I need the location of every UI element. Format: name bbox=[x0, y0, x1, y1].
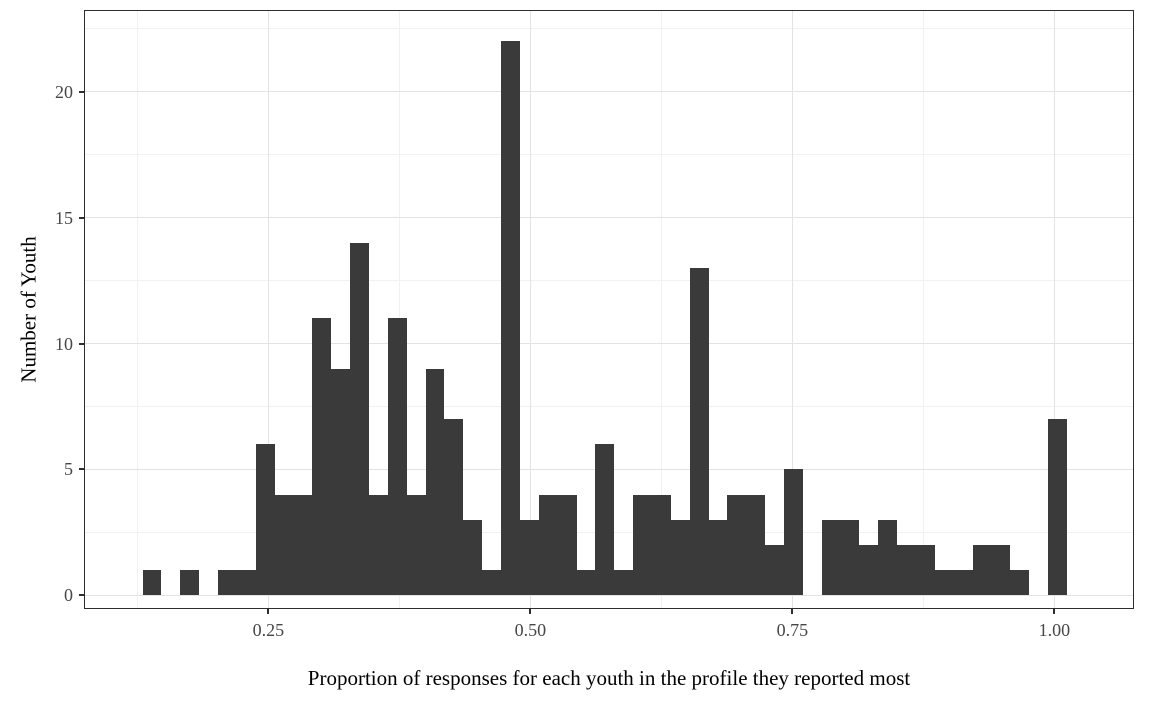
y-axis-title: Number of Youth bbox=[16, 236, 41, 383]
histogram-bar bbox=[463, 519, 483, 596]
x-tick-label: 0.25 bbox=[252, 620, 285, 640]
histogram-bar bbox=[708, 519, 728, 596]
histogram-bar bbox=[482, 570, 502, 596]
histogram-bar bbox=[576, 570, 596, 596]
histogram-bar bbox=[1010, 570, 1030, 596]
histogram-bar bbox=[180, 570, 200, 596]
x-tick-mark bbox=[529, 609, 532, 614]
histogram-bar bbox=[633, 494, 652, 596]
histogram-bar bbox=[538, 494, 558, 596]
histogram-bar bbox=[897, 545, 917, 596]
grid-minor-line bbox=[398, 11, 400, 608]
grid-major-line bbox=[791, 11, 793, 608]
grid-major-line bbox=[85, 91, 1133, 93]
grid-minor-line bbox=[922, 11, 924, 608]
histogram-bar bbox=[991, 545, 1011, 596]
histogram-bar bbox=[331, 368, 351, 596]
histogram-bar bbox=[142, 570, 162, 596]
histogram-bar bbox=[972, 545, 992, 596]
histogram-bar bbox=[670, 519, 690, 596]
histogram-bar bbox=[293, 494, 313, 596]
histogram-bar bbox=[519, 519, 539, 596]
histogram-bar bbox=[595, 444, 615, 596]
histogram-bar bbox=[218, 570, 237, 596]
histogram-bar bbox=[312, 318, 332, 596]
histogram-bar bbox=[934, 570, 954, 596]
histogram-bar bbox=[444, 419, 464, 596]
grid-major-line bbox=[529, 11, 531, 608]
histogram-bar bbox=[425, 368, 445, 596]
histogram-bar bbox=[236, 570, 256, 596]
x-tick-mark bbox=[267, 609, 270, 614]
grid-major-line bbox=[1053, 11, 1055, 608]
x-tick-mark bbox=[1053, 609, 1056, 614]
grid-major-line bbox=[85, 594, 1133, 596]
histogram-bar bbox=[369, 494, 388, 596]
x-tick-label: 1.00 bbox=[1038, 620, 1071, 640]
histogram-bar bbox=[350, 242, 369, 596]
histogram-bar bbox=[387, 318, 407, 596]
histogram-bar bbox=[255, 444, 275, 596]
histogram-bar bbox=[765, 545, 784, 596]
x-tick-label: 0.75 bbox=[776, 620, 809, 640]
x-tick-label: 0.50 bbox=[514, 620, 547, 640]
plot-panel bbox=[84, 10, 1134, 609]
histogram-bar bbox=[1048, 419, 1067, 596]
histogram-bar bbox=[916, 545, 935, 596]
histogram-bar bbox=[821, 519, 841, 596]
grid-minor-line bbox=[136, 11, 138, 608]
histogram-bar bbox=[501, 41, 520, 596]
grid-minor-line bbox=[85, 28, 1133, 30]
histogram-bar bbox=[746, 494, 766, 596]
x-axis-title: Proportion of responses for each youth i… bbox=[307, 666, 911, 690]
histogram-bar bbox=[784, 469, 803, 596]
grid-major-line bbox=[85, 217, 1133, 219]
grid-major-line bbox=[267, 11, 269, 608]
histogram-bar bbox=[953, 570, 973, 596]
histogram-bar bbox=[859, 545, 879, 596]
grid-major-line bbox=[85, 343, 1133, 344]
grid-minor-line bbox=[660, 11, 662, 608]
x-tick-mark bbox=[791, 609, 794, 614]
histogram-bar bbox=[406, 494, 426, 596]
grid-minor-line bbox=[85, 280, 1133, 282]
histogram-bar bbox=[878, 519, 898, 596]
grid-minor-line bbox=[85, 405, 1133, 407]
histogram-bar bbox=[651, 494, 671, 596]
histogram-bar bbox=[689, 267, 709, 596]
histogram-bar bbox=[614, 570, 634, 596]
histogram-bar bbox=[840, 519, 860, 596]
histogram-bar bbox=[557, 494, 577, 596]
grid-minor-line bbox=[85, 154, 1133, 156]
histogram-bar bbox=[274, 494, 294, 596]
histogram-bar bbox=[727, 494, 747, 596]
y-axis-title-area: Number of Youth bbox=[7, 10, 51, 609]
